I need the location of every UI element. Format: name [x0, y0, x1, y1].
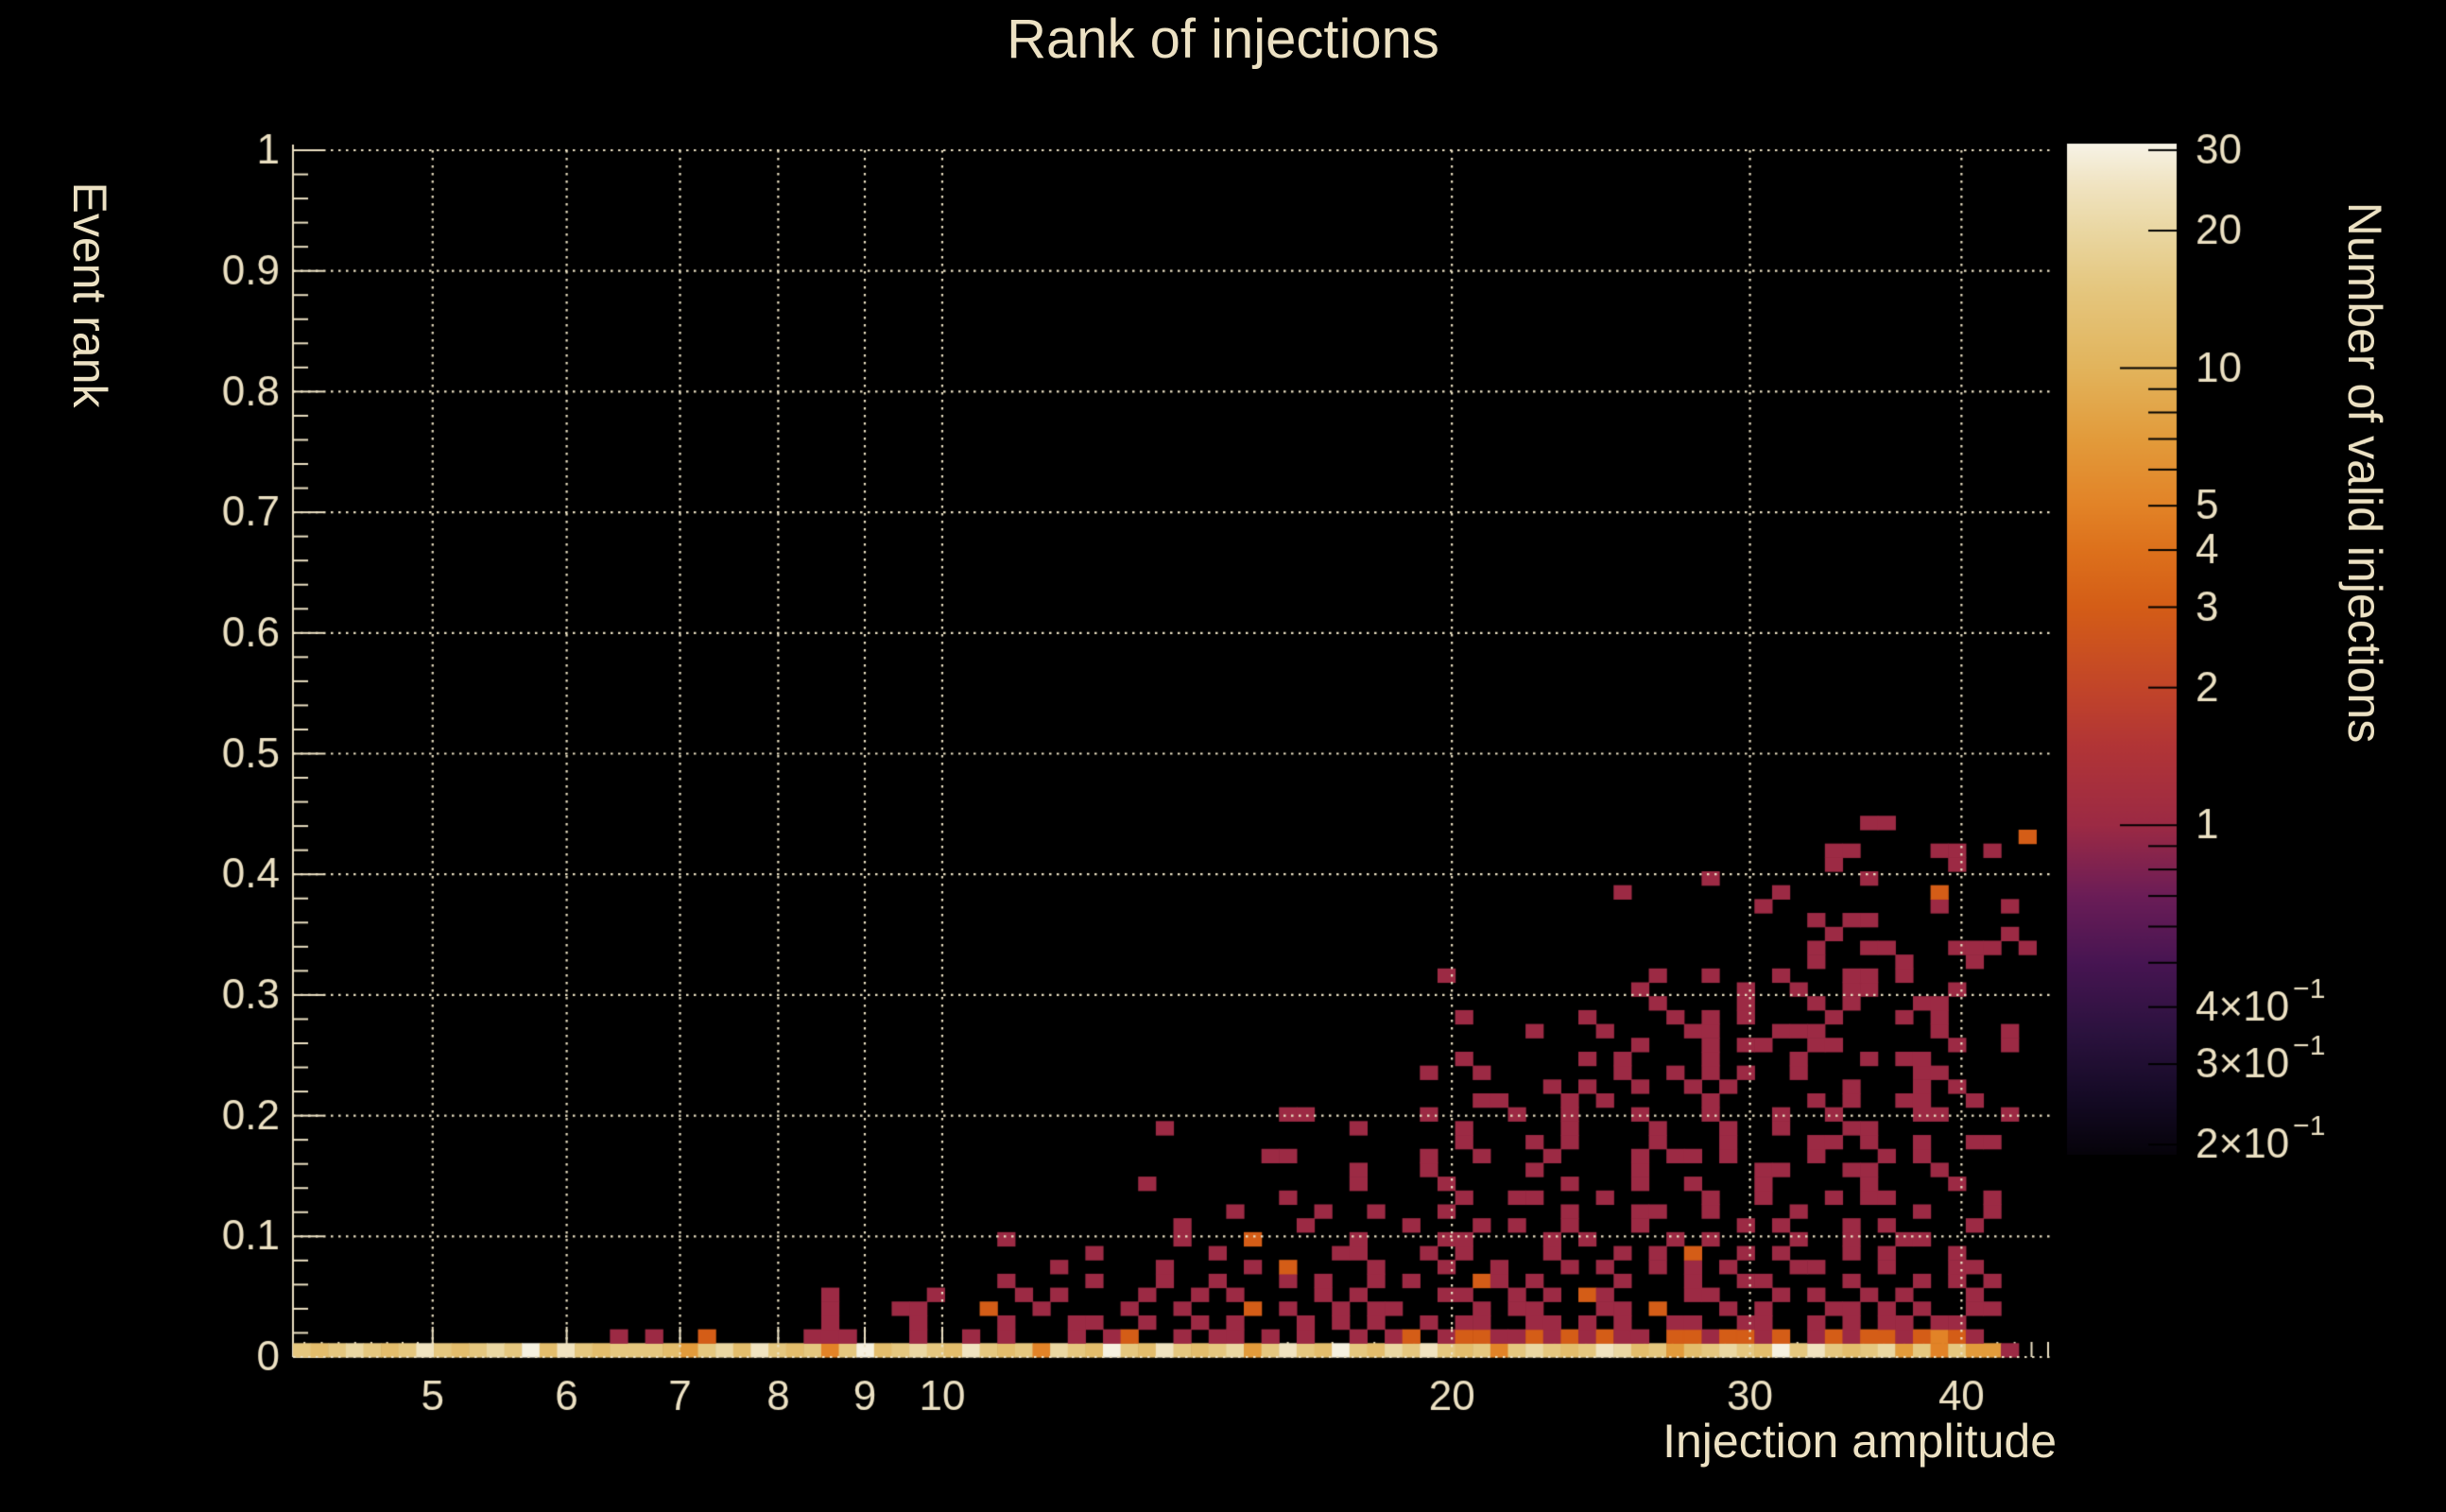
y-axis-title: Event rank — [63, 181, 116, 408]
colorbar-title: Number of valid injections — [2338, 201, 2391, 744]
x-axis-title: Injection amplitude — [1662, 1415, 2057, 1468]
plot-title: Rank of injections — [1007, 9, 1439, 70]
